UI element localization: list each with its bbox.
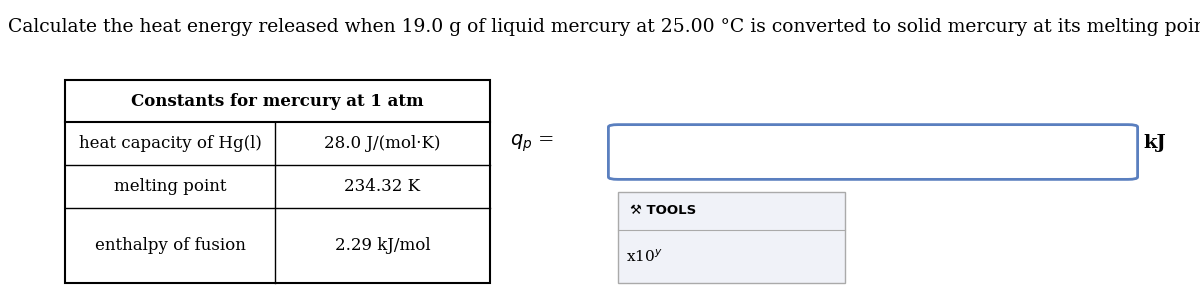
Text: heat capacity of Hg(l): heat capacity of Hg(l) bbox=[78, 135, 262, 152]
Text: Calculate the heat energy released when 19.0 g of liquid mercury at 25.00 °C is : Calculate the heat energy released when … bbox=[8, 18, 1200, 36]
Text: Constants for mercury at 1 atm: Constants for mercury at 1 atm bbox=[131, 92, 424, 110]
Text: 28.0 J/(mol·K): 28.0 J/(mol·K) bbox=[324, 135, 440, 152]
Text: melting point: melting point bbox=[114, 178, 227, 195]
Text: ⚒ TOOLS: ⚒ TOOLS bbox=[630, 205, 696, 217]
Text: kJ: kJ bbox=[1142, 135, 1165, 152]
Text: 2.29 kJ/mol: 2.29 kJ/mol bbox=[335, 237, 431, 254]
Text: 234.32 K: 234.32 K bbox=[344, 178, 420, 195]
Text: $q_p$ =: $q_p$ = bbox=[510, 133, 554, 154]
Text: x10$^y$: x10$^y$ bbox=[626, 248, 662, 265]
Text: enthalpy of fusion: enthalpy of fusion bbox=[95, 237, 246, 254]
